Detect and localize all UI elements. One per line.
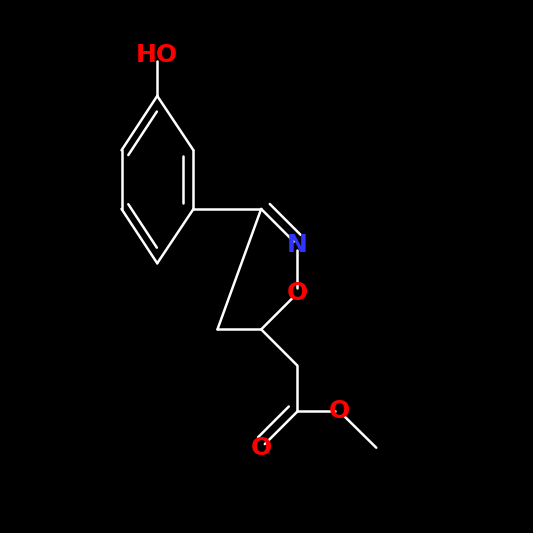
Text: O: O (251, 435, 272, 460)
Text: HO: HO (136, 43, 179, 67)
Text: O: O (329, 399, 350, 424)
Text: O: O (287, 281, 308, 305)
Text: N: N (287, 233, 308, 257)
